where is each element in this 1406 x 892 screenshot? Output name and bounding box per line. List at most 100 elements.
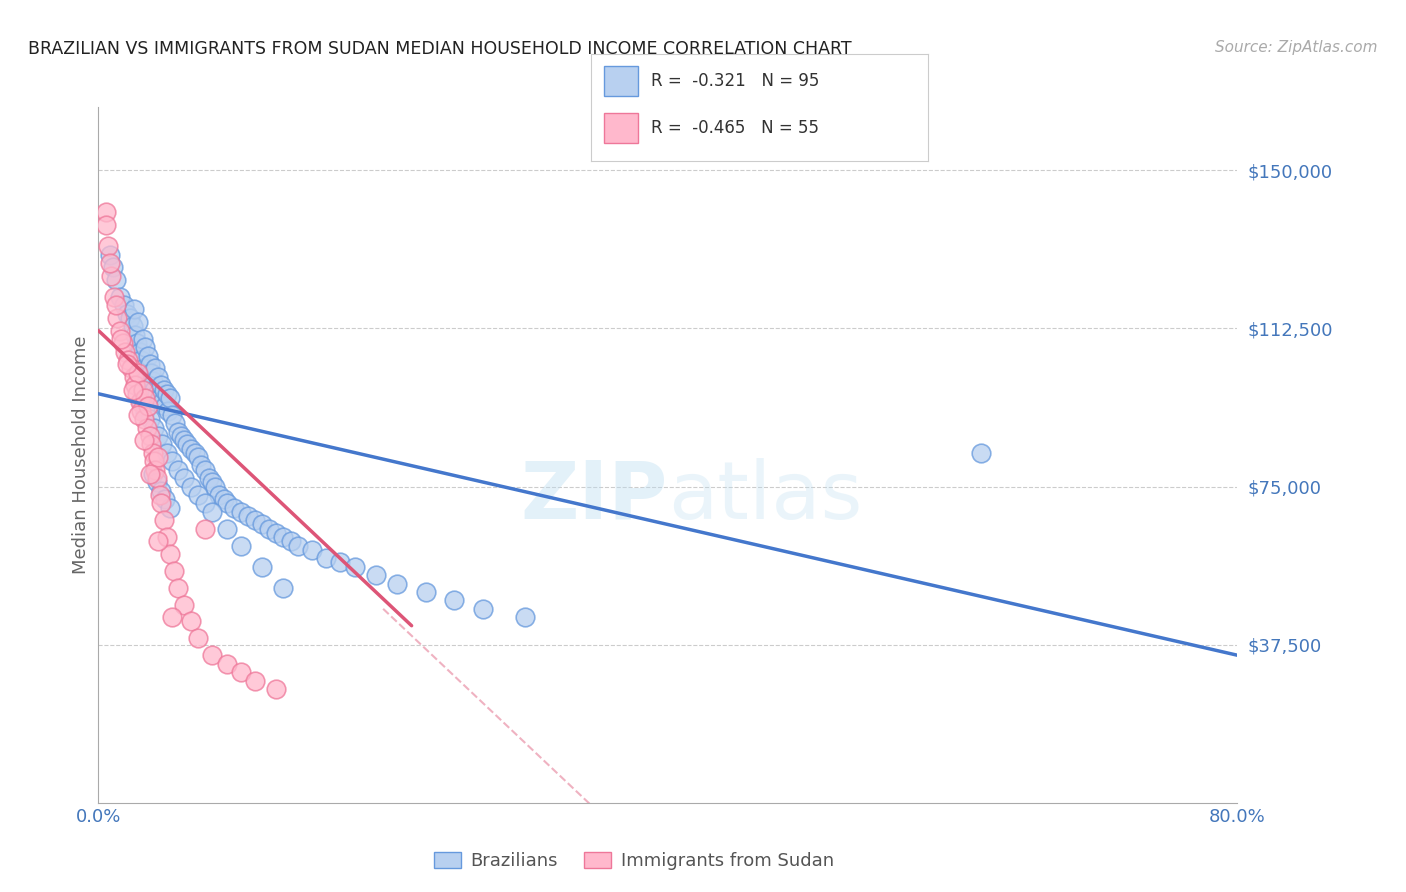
Point <box>110 332 132 346</box>
Point <box>132 412 155 426</box>
Point <box>167 425 190 439</box>
Point <box>229 665 252 679</box>
Point <box>273 581 295 595</box>
Point <box>122 370 145 384</box>
Point <box>142 420 165 434</box>
Point <box>163 564 186 578</box>
Text: R =  -0.465   N = 55: R = -0.465 N = 55 <box>651 120 820 137</box>
Point <box>156 530 179 544</box>
Point <box>273 530 295 544</box>
Point <box>98 247 121 261</box>
Point <box>115 307 138 321</box>
Point <box>152 395 174 409</box>
Point <box>139 437 162 451</box>
Point <box>146 475 169 490</box>
Point <box>162 408 184 422</box>
Text: R =  -0.321   N = 95: R = -0.321 N = 95 <box>651 72 820 90</box>
Point <box>94 218 117 232</box>
Legend: Brazilians, Immigrants from Sudan: Brazilians, Immigrants from Sudan <box>433 852 834 871</box>
Point <box>159 547 181 561</box>
Point <box>112 298 135 312</box>
Point <box>131 332 153 346</box>
Point <box>212 492 235 507</box>
Point <box>194 463 217 477</box>
Point <box>115 357 138 371</box>
Text: Source: ZipAtlas.com: Source: ZipAtlas.com <box>1215 40 1378 55</box>
Y-axis label: Median Household Income: Median Household Income <box>72 335 90 574</box>
Point <box>266 681 288 696</box>
Point <box>124 327 146 342</box>
Point <box>146 386 169 401</box>
Point <box>287 539 309 553</box>
Point <box>266 525 288 540</box>
FancyBboxPatch shape <box>605 66 638 96</box>
Point <box>215 496 238 510</box>
Point <box>118 310 141 325</box>
Point <box>229 505 252 519</box>
Point <box>215 522 238 536</box>
Point <box>134 403 156 417</box>
Point <box>250 517 273 532</box>
Point <box>204 479 226 493</box>
Point <box>100 268 122 283</box>
Point <box>150 378 173 392</box>
Point <box>970 446 993 460</box>
Point <box>127 408 149 422</box>
Point <box>111 336 134 351</box>
Point <box>101 260 124 275</box>
Point <box>104 273 127 287</box>
Point <box>138 412 160 426</box>
Point <box>198 471 221 485</box>
Point <box>443 593 465 607</box>
Point <box>129 395 152 409</box>
Point <box>301 542 323 557</box>
Point <box>165 417 187 431</box>
Point <box>139 366 162 380</box>
Point <box>108 324 131 338</box>
Point <box>471 602 494 616</box>
Point <box>145 361 167 376</box>
Point <box>122 302 145 317</box>
Point <box>155 492 177 507</box>
Point <box>167 463 190 477</box>
Point <box>162 610 184 624</box>
Point <box>280 534 302 549</box>
Point <box>364 568 387 582</box>
Text: atlas: atlas <box>668 458 862 536</box>
Point <box>159 391 181 405</box>
Point <box>94 205 117 219</box>
Point <box>141 446 163 460</box>
Point <box>127 315 149 329</box>
Text: BRAZILIAN VS IMMIGRANTS FROM SUDAN MEDIAN HOUSEHOLD INCOME CORRELATION CHART: BRAZILIAN VS IMMIGRANTS FROM SUDAN MEDIA… <box>28 40 852 58</box>
Point <box>141 467 163 481</box>
Point <box>222 500 245 515</box>
Point <box>138 467 160 481</box>
Point <box>152 437 174 451</box>
Point <box>387 576 409 591</box>
Point <box>148 429 170 443</box>
Point <box>142 454 165 468</box>
Point <box>153 513 176 527</box>
Point <box>148 370 170 384</box>
Point <box>128 344 150 359</box>
Point <box>125 386 148 401</box>
Point <box>120 361 142 376</box>
Point <box>141 374 163 388</box>
Point <box>138 429 160 443</box>
Point <box>180 442 202 456</box>
Point <box>187 450 209 464</box>
Point <box>201 475 224 490</box>
Point <box>114 344 136 359</box>
Point <box>173 598 195 612</box>
Point <box>150 483 173 498</box>
Point <box>201 505 224 519</box>
Point <box>243 513 266 527</box>
Point <box>142 383 165 397</box>
Point <box>132 433 155 447</box>
Point <box>117 353 139 368</box>
Point <box>208 488 231 502</box>
Point <box>215 657 238 671</box>
Point <box>201 648 224 663</box>
Point <box>155 400 177 414</box>
Point <box>129 353 152 368</box>
